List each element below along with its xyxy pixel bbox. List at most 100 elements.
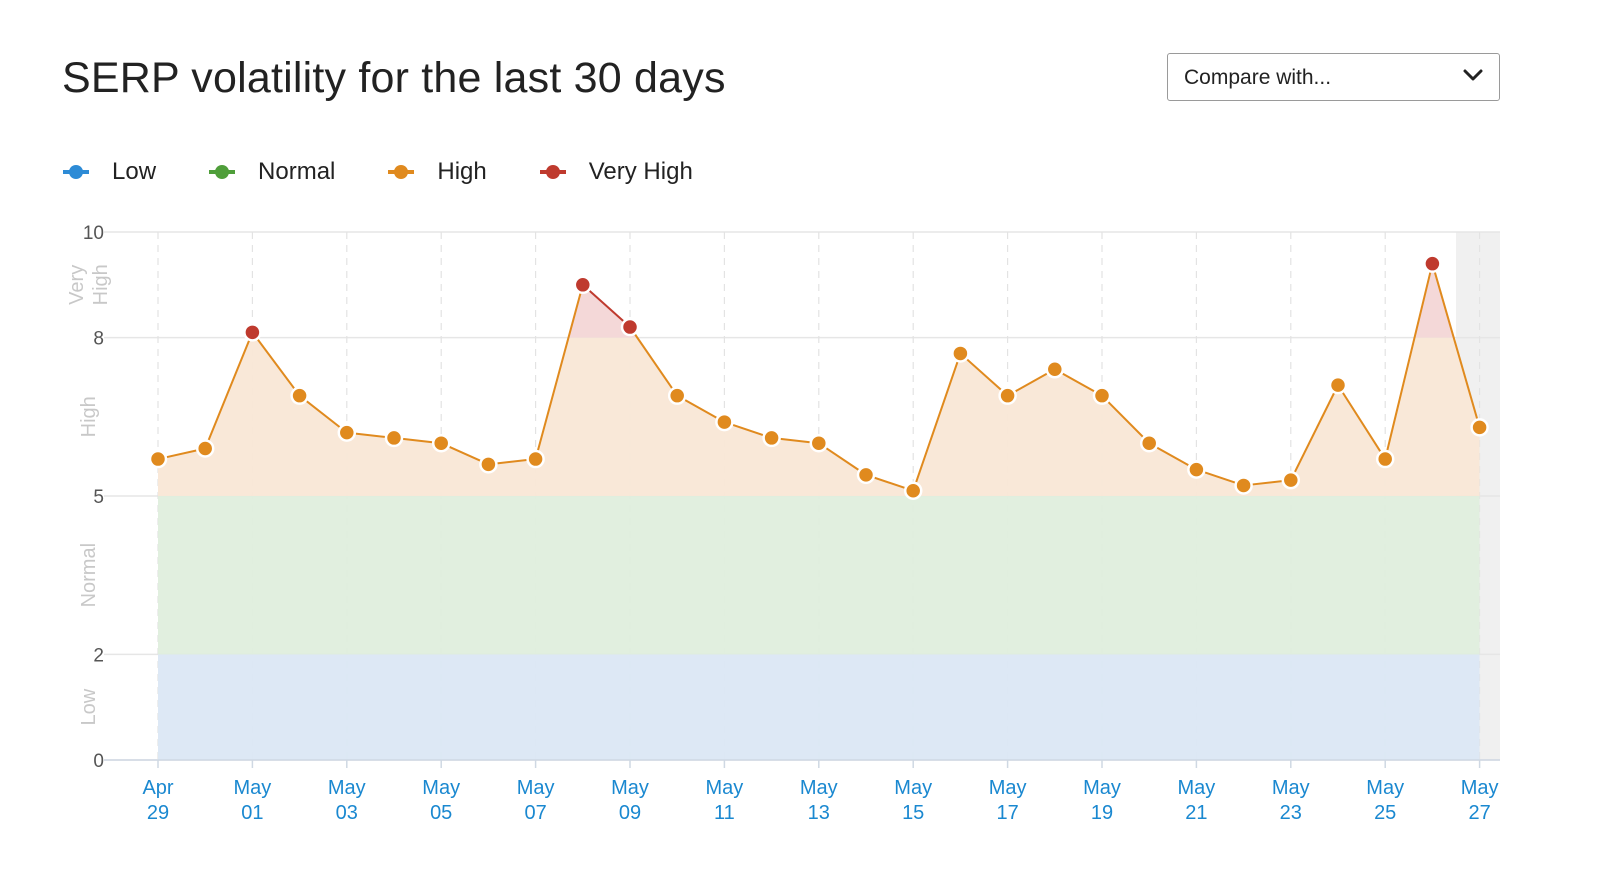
x-tick-label: May bbox=[800, 777, 838, 799]
compare-dropdown[interactable]: Compare with... bbox=[1167, 53, 1500, 101]
legend-label: Low bbox=[112, 158, 157, 185]
x-tick-label: May bbox=[1178, 777, 1216, 799]
x-tick-label: 15 bbox=[902, 802, 924, 824]
series-line-segment bbox=[1337, 384, 1387, 460]
band-label-text: Normal bbox=[78, 543, 100, 607]
page-title: SERP volatility for the last 30 days bbox=[62, 54, 726, 102]
x-tick-label: May bbox=[422, 777, 460, 799]
series-line-segment bbox=[534, 284, 584, 460]
x-tick-label: 23 bbox=[1280, 802, 1302, 824]
x-tick-label: 09 bbox=[619, 802, 641, 824]
x-tick-label: 03 bbox=[336, 802, 358, 824]
x-tick-label: 13 bbox=[808, 802, 830, 824]
series-line-segment bbox=[1431, 263, 1481, 428]
y-tick-label: 5 bbox=[93, 487, 104, 508]
x-tick-label: May bbox=[1461, 777, 1499, 799]
legend-item-low[interactable]: Low bbox=[62, 158, 156, 186]
series-line-segment bbox=[582, 284, 631, 328]
band-label-text: Very bbox=[66, 265, 88, 305]
legend-item-normal[interactable]: Normal bbox=[208, 158, 335, 186]
band-label: Very High bbox=[66, 264, 112, 305]
legend-label: Normal bbox=[258, 158, 336, 185]
legend-item-high[interactable]: High bbox=[387, 158, 487, 186]
x-tick-label: 11 bbox=[714, 802, 735, 824]
series-line-segment bbox=[298, 394, 348, 434]
data-point bbox=[337, 423, 357, 442]
data-point bbox=[715, 412, 734, 432]
data-point bbox=[903, 481, 923, 500]
data-point bbox=[1375, 449, 1395, 469]
data-point bbox=[479, 455, 498, 474]
series-line-segment bbox=[629, 326, 679, 397]
data-point bbox=[620, 317, 640, 337]
data-point bbox=[573, 275, 593, 295]
band-label-text: High bbox=[90, 264, 112, 305]
data-point bbox=[762, 428, 781, 448]
x-tick-label: May bbox=[1083, 777, 1121, 799]
data-point bbox=[951, 344, 970, 363]
x-tick-label: 19 bbox=[1091, 802, 1113, 824]
band-fill-low bbox=[158, 654, 1480, 760]
y-tick-label: 8 bbox=[93, 329, 104, 350]
data-point bbox=[1045, 360, 1065, 379]
data-point bbox=[384, 428, 404, 448]
series-line-segment bbox=[1384, 263, 1434, 460]
data-point bbox=[1234, 476, 1253, 495]
legend-marker-icon bbox=[388, 165, 415, 179]
y-tick-label: 0 bbox=[93, 751, 104, 772]
y-tick-label: 10 bbox=[83, 223, 104, 244]
data-point bbox=[809, 433, 829, 453]
series-line-segment bbox=[1289, 384, 1339, 481]
legend-item-very-high[interactable]: Very High bbox=[539, 158, 693, 186]
band-label: Normal bbox=[78, 543, 100, 607]
x-tick-label: May bbox=[517, 777, 555, 799]
data-point bbox=[1423, 254, 1442, 273]
x-tick-label: 25 bbox=[1374, 802, 1396, 824]
series-line-segment bbox=[818, 442, 867, 476]
x-tick-label: May bbox=[989, 777, 1027, 799]
compare-dropdown-label: Compare with... bbox=[1184, 66, 1332, 89]
data-point bbox=[1092, 386, 1112, 405]
data-point bbox=[526, 449, 545, 469]
x-tick-label: 27 bbox=[1468, 802, 1490, 824]
legend-marker-icon bbox=[209, 165, 236, 179]
series-line-segment bbox=[204, 331, 254, 449]
y-tick-label: 2 bbox=[93, 645, 104, 666]
series-line-segment bbox=[1101, 394, 1150, 444]
data-point bbox=[431, 433, 451, 453]
x-tick-label: Apr bbox=[142, 777, 173, 799]
series-line-segment bbox=[959, 352, 1009, 397]
chart-legend: Low Normal High Very High bbox=[62, 158, 745, 186]
legend-label: High bbox=[437, 158, 487, 185]
x-tick-label: 05 bbox=[430, 802, 452, 824]
x-tick-label: 17 bbox=[996, 802, 1018, 824]
legend-marker-icon bbox=[539, 165, 566, 179]
series-line-segment bbox=[912, 353, 962, 492]
data-point bbox=[1139, 433, 1159, 453]
data-point bbox=[243, 323, 262, 342]
band-fill-normal bbox=[158, 496, 1480, 655]
data-point bbox=[195, 439, 215, 458]
x-tick-label: 01 bbox=[241, 802, 263, 824]
x-tick-label: May bbox=[1272, 777, 1310, 799]
data-point bbox=[1328, 375, 1348, 395]
data-point bbox=[148, 449, 168, 469]
x-tick-label: May bbox=[234, 777, 272, 799]
x-tick-label: May bbox=[894, 777, 932, 799]
band-label: Low bbox=[78, 688, 100, 725]
x-tick-label: May bbox=[611, 777, 649, 799]
band-label-text: Low bbox=[78, 688, 100, 725]
series-line-segment bbox=[251, 331, 301, 397]
band-label: High bbox=[78, 396, 100, 437]
data-point bbox=[998, 386, 1017, 405]
x-tick-label: May bbox=[1366, 777, 1404, 799]
x-tick-label: 21 bbox=[1185, 802, 1207, 824]
legend-label: Very High bbox=[588, 158, 693, 185]
x-tick-label: May bbox=[706, 777, 744, 799]
legend-marker-icon bbox=[63, 165, 89, 179]
x-tick-label: 29 bbox=[147, 802, 169, 824]
data-point bbox=[1281, 470, 1301, 490]
x-tick-label: May bbox=[328, 777, 366, 799]
data-point bbox=[856, 465, 876, 485]
